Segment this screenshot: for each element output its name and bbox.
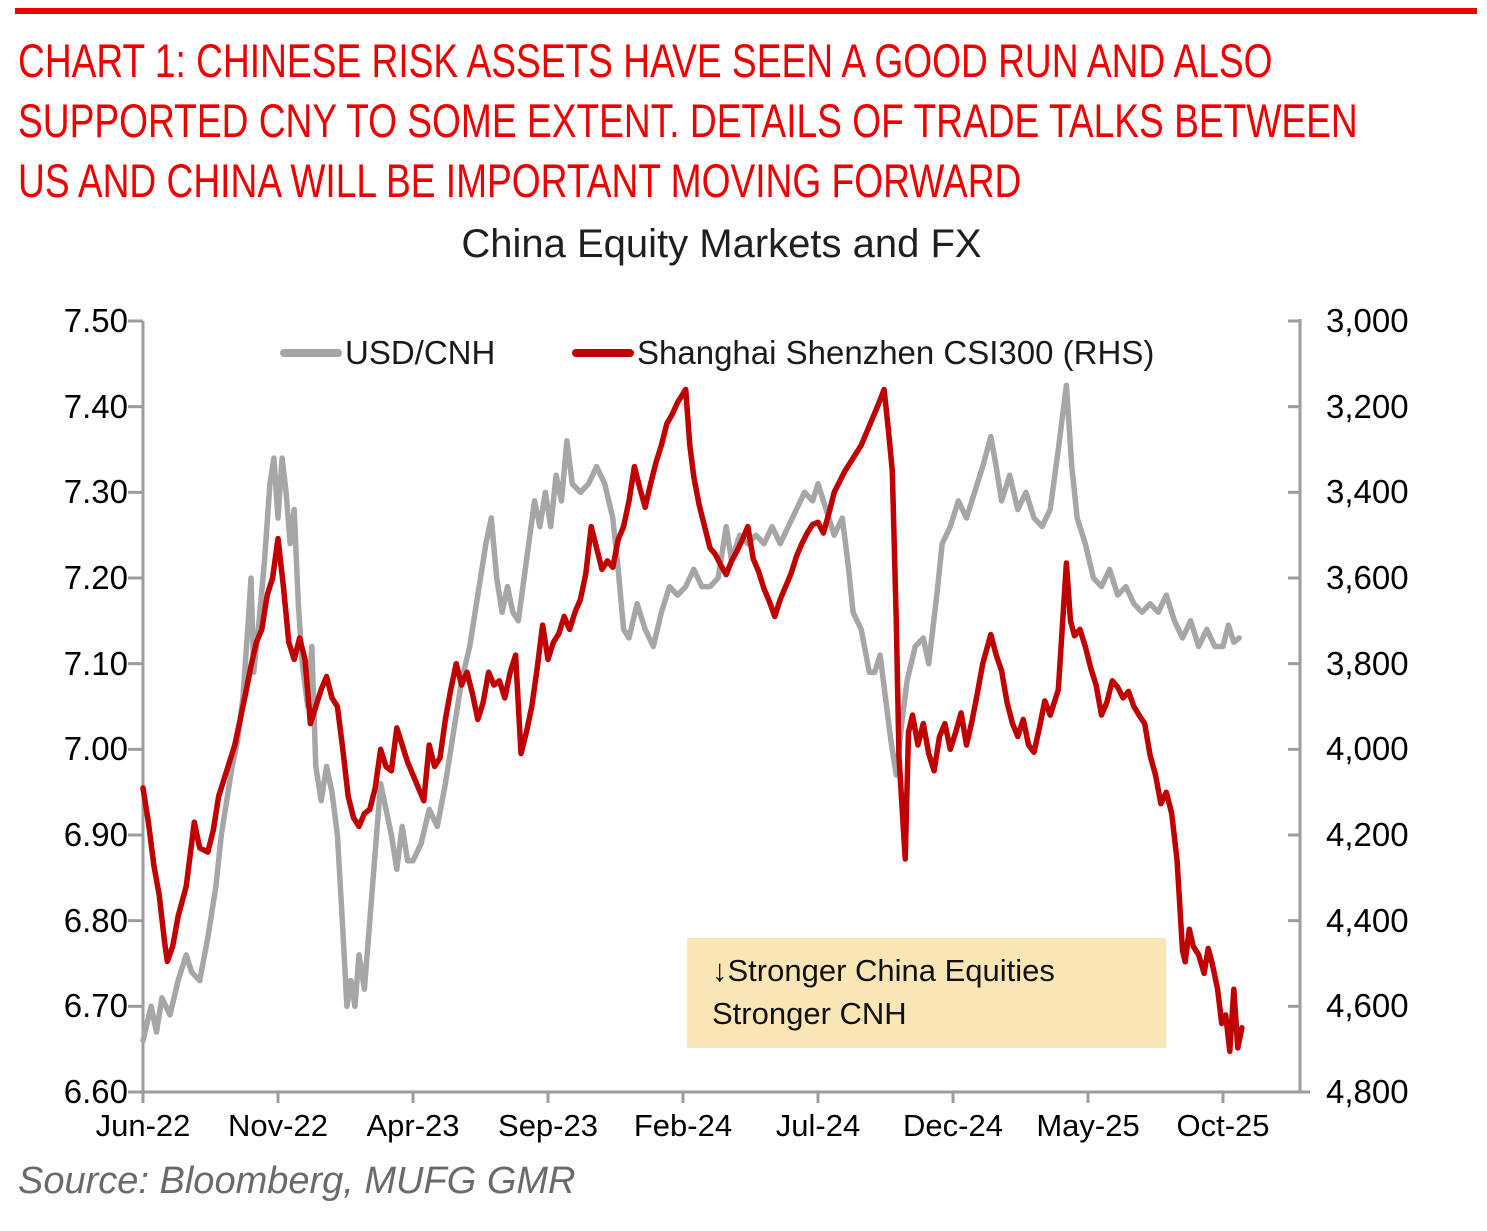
source-note: Source: Bloomberg, MUFG GMR	[18, 1160, 576, 1202]
x-axis-tick-label: Dec-24	[903, 1108, 1003, 1143]
annotation-box: ↓Stronger China Equities Stronger CNH	[687, 938, 1166, 1048]
right-axis-tick-label: 3,800	[1326, 644, 1409, 682]
left-axis-tick-label: 7.50	[63, 302, 128, 339]
annotation-line-2: Stronger CNH	[712, 996, 907, 1031]
right-axis-tick-label: 4,000	[1326, 730, 1409, 768]
headline-line-1: CHART 1: CHINESE RISK ASSETS HAVE SEEN A…	[18, 34, 1273, 87]
chart-legend: USD/CNH Shanghai Shenzhen CSI300 (RHS)	[0, 330, 1487, 376]
right-axis-tick-label: 4,200	[1326, 816, 1409, 853]
left-axis-tick-label: 7.40	[63, 387, 128, 425]
csi300-line-swatch	[572, 349, 634, 357]
headline-line-2: SUPPORTED CNY TO SOME EXTENT. DETAILS OF…	[18, 94, 1358, 147]
left-axis-tick-label: 7.30	[63, 473, 128, 511]
right-axis-tick-label: 3,200	[1326, 387, 1409, 425]
x-axis-tick-label: Apr-23	[366, 1108, 460, 1143]
x-axis-tick-label: Nov-22	[228, 1108, 328, 1143]
x-axis-tick-label: Oct-25	[1176, 1108, 1270, 1143]
x-axis-tick-label: Jul-24	[775, 1108, 861, 1143]
usdcnh-line-swatch	[280, 349, 342, 357]
right-axis-tick-label: 4,800	[1326, 1073, 1409, 1110]
left-axis-tick-label: 6.60	[63, 1073, 128, 1110]
right-axis-tick-label: 4,600	[1326, 987, 1409, 1025]
right-axis-tick-label: 3,000	[1326, 302, 1409, 339]
left-axis-tick-label: 7.10	[63, 644, 128, 682]
left-axis-tick-label: 6.80	[63, 901, 128, 939]
right-axis-tick-label: 3,400	[1326, 473, 1409, 511]
x-axis-tick-label: May-25	[1036, 1108, 1140, 1143]
right-axis-tick-label: 4,400	[1326, 901, 1409, 939]
chart-title: China Equity Markets and FX	[461, 222, 982, 266]
left-axis-tick-label: 7.00	[63, 730, 128, 768]
legend-label-csi300: Shanghai Shenzhen CSI300 (RHS)	[637, 334, 1155, 371]
legend-item-usdcnh: USD/CNH	[280, 330, 495, 376]
annotation-line-1: ↓Stronger China Equities	[712, 953, 1055, 988]
x-axis-tick-label: Sep-23	[498, 1108, 598, 1143]
left-axis-tick-label: 7.20	[63, 559, 128, 596]
left-axis-tick-label: 6.90	[63, 816, 128, 853]
chart-headline: CHART 1: CHINESE RISK ASSETS HAVE SEEN A…	[18, 31, 1358, 211]
legend-item-csi300: Shanghai Shenzhen CSI300 (RHS)	[572, 330, 1154, 376]
x-axis-tick-label: Jun-22	[95, 1108, 191, 1143]
headline-line-3: US AND CHINA WILL BE IMPORTANT MOVING FO…	[18, 154, 1022, 207]
left-axis-tick-label: 6.70	[63, 987, 128, 1025]
legend-label-usdcnh: USD/CNH	[345, 334, 496, 371]
x-axis-tick-label: Feb-24	[633, 1108, 733, 1143]
top-red-rule	[15, 8, 1477, 14]
right-axis-tick-label: 3,600	[1326, 559, 1409, 596]
